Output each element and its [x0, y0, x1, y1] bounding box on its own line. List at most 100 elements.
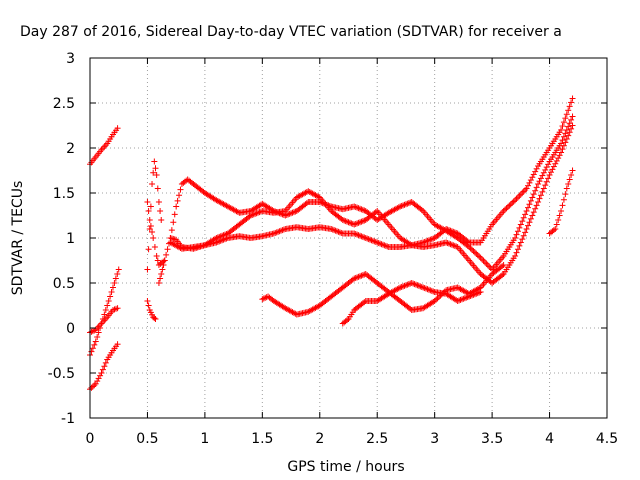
data-point	[532, 187, 539, 194]
data-point	[424, 237, 431, 244]
data-point	[535, 199, 542, 205]
data-point	[92, 380, 99, 387]
data-point	[559, 202, 566, 209]
data-point	[499, 272, 506, 279]
x-tick-label: 3	[430, 431, 439, 447]
data-point	[94, 334, 101, 340]
y-tick-labels: -1 -0.5 0 0.5 1 1.5 2 2.5 3	[48, 51, 75, 427]
data-point	[356, 205, 363, 212]
data-point	[155, 199, 162, 205]
data-point	[555, 155, 562, 162]
data-point	[434, 295, 441, 302]
data-point	[546, 172, 553, 178]
data-point	[220, 236, 227, 243]
data-point	[520, 232, 527, 239]
data-point	[356, 219, 363, 226]
data-point	[560, 119, 567, 126]
data-point	[417, 283, 424, 290]
data-point	[424, 286, 431, 293]
data-point	[378, 241, 385, 248]
data-point	[355, 205, 362, 212]
data-point	[168, 227, 175, 234]
data-point	[114, 341, 121, 348]
x-tick-label: 4	[545, 431, 554, 447]
data-point	[566, 129, 573, 136]
data-point	[111, 280, 118, 286]
data-point	[537, 175, 544, 182]
data-point	[101, 363, 108, 370]
data-point	[285, 211, 292, 218]
data-point	[151, 315, 158, 322]
data-point	[253, 210, 260, 217]
data-point	[290, 209, 297, 216]
data-point	[279, 227, 286, 234]
data-point	[336, 229, 343, 236]
data-point	[150, 235, 157, 241]
data-point	[527, 197, 534, 204]
data-point	[150, 169, 157, 176]
data-point	[352, 204, 359, 211]
data-point	[377, 240, 384, 247]
data-point	[420, 284, 427, 291]
data-point	[344, 218, 351, 225]
data-point	[402, 201, 409, 208]
data-point	[219, 237, 226, 244]
data-point	[151, 158, 158, 165]
data-point	[89, 345, 96, 352]
data-point	[160, 258, 167, 265]
data-point	[529, 212, 536, 219]
data-point	[512, 197, 519, 204]
data-point	[477, 254, 484, 261]
data-point	[542, 182, 549, 189]
data-point	[346, 219, 353, 226]
data-point	[361, 234, 368, 241]
data-point	[448, 241, 455, 248]
data-point	[467, 245, 474, 252]
x-tick-label: 2.5	[366, 431, 388, 447]
data-point	[516, 192, 523, 199]
data-point	[568, 125, 575, 132]
data-point	[550, 227, 557, 234]
data-point	[147, 203, 154, 210]
data-point	[418, 206, 425, 213]
x-tick-labels: 0 0.5 1 1.5 2 2.5 3 3.5 4 4.5	[86, 431, 619, 447]
axis-ticks	[89, 57, 608, 419]
data-markers	[87, 95, 576, 393]
data-point	[351, 203, 358, 210]
data-point	[352, 220, 359, 227]
y-tick-label: 3	[66, 51, 75, 67]
data-point	[221, 236, 228, 243]
data-point	[328, 226, 335, 232]
data-point	[522, 229, 529, 236]
data-point	[339, 217, 346, 223]
data-point	[358, 206, 365, 213]
data-point	[547, 169, 554, 176]
data-point	[456, 297, 463, 304]
data-point	[176, 192, 183, 199]
data-point	[364, 235, 371, 242]
data-point	[520, 188, 527, 195]
data-point	[98, 320, 105, 327]
data-point	[504, 203, 511, 210]
data-point	[523, 226, 530, 232]
data-point	[303, 200, 310, 207]
data-point	[537, 192, 544, 199]
data-point	[519, 236, 526, 243]
data-point	[354, 204, 361, 211]
data-point	[467, 292, 474, 299]
data-point	[329, 226, 336, 233]
data-point	[555, 217, 562, 223]
data-point	[447, 241, 454, 248]
data-point	[527, 215, 534, 222]
data-point	[522, 211, 529, 218]
data-point	[560, 142, 567, 149]
data-point	[374, 239, 381, 246]
data-point	[352, 274, 359, 281]
data-point	[500, 262, 507, 268]
data-point	[507, 201, 514, 208]
data-point	[108, 289, 115, 295]
data-point	[418, 283, 425, 290]
y-tick-label: 2	[66, 141, 75, 157]
data-point	[569, 113, 576, 120]
